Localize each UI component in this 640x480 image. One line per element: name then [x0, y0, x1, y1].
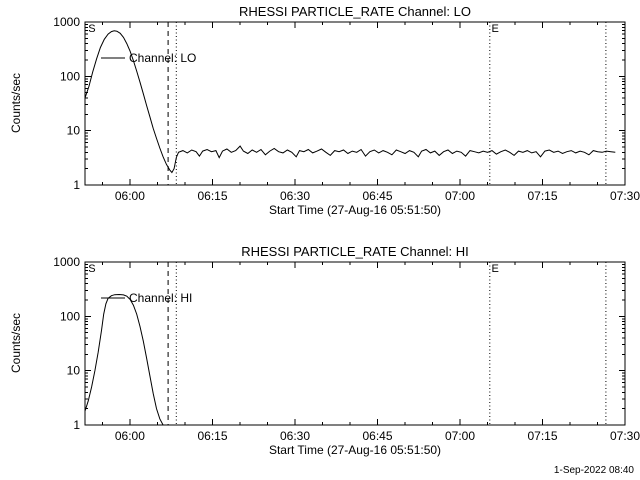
lo-event-letter-e: E	[492, 23, 499, 35]
lo-x-tick-label: 06:30	[280, 189, 310, 203]
hi-x-tick-label: 07:15	[527, 429, 557, 443]
chart-hi-legend-label: Channel: HI	[129, 291, 192, 305]
lo-x-tick-label: 07:00	[445, 189, 475, 203]
chart-lo-xaxis-label: Start Time (27-Aug-16 05:51:50)	[269, 203, 441, 217]
chart-hi-xaxis-label: Start Time (27-Aug-16 05:51:50)	[269, 443, 441, 457]
hi-x-axis-ticks	[101, 262, 626, 425]
hi-x-tick-label: 06:30	[280, 429, 310, 443]
hi-x-tick-label: 06:45	[362, 429, 392, 443]
chart-lo-title: RHESSI PARTICLE_RATE Channel: LO	[239, 4, 471, 19]
hi-x-tick-label: 06:15	[197, 429, 227, 443]
lo-x-tick-label: 06:15	[197, 189, 227, 203]
hi-y-tick-label: 10	[67, 364, 81, 378]
hi-x-tick-label: 07:30	[610, 429, 640, 443]
chart-hi-title: RHESSI PARTICLE_RATE Channel: HI	[241, 244, 469, 259]
lo-y-tick-label: 1	[73, 178, 80, 192]
lo-event-letter-s: S	[88, 23, 95, 35]
hi-x-tick-label: 07:00	[445, 429, 475, 443]
plot-generation-timestamp: 1-Sep-2022 08:40	[553, 465, 634, 476]
lo-x-tick-label: 06:45	[362, 189, 392, 203]
hi-y-tick-label: 100	[60, 309, 80, 323]
chart-lo-legend-label: Channel: LO	[129, 51, 196, 65]
chart-lo-plot-area: 1 10 100 1000 06:00 06:15 06:30 06:45 07:00 07:15…	[53, 15, 640, 203]
hi-axes-frame	[84, 261, 626, 426]
chart-hi-yaxis-label: Counts/sec	[9, 313, 23, 373]
lo-axes-frame	[84, 21, 626, 186]
chart-lo-yaxis-label: Counts/sec	[9, 73, 23, 133]
lo-x-tick-label: 07:15	[527, 189, 557, 203]
lo-y-tick-label: 100	[60, 69, 80, 83]
lo-series-line-0	[84, 30, 616, 174]
lo-x-tick-label: 07:30	[610, 189, 640, 203]
hi-event-letter-e: E	[492, 263, 499, 275]
lo-x-axis-ticks	[101, 22, 626, 185]
lo-y-axis-ticks	[85, 21, 625, 186]
hi-series-line-0	[84, 293, 164, 426]
hi-y-axis-ticks	[85, 261, 625, 426]
hi-y-tick-label: 1000	[53, 255, 80, 269]
lo-y-tick-label: 10	[67, 124, 81, 138]
chart-hi-plot-area: 1 10 100 1000 06:00 06:15 06:30 06:45 07:00 07:15…	[53, 255, 640, 443]
hi-x-tick-label: 06:00	[115, 429, 145, 443]
hi-event-letter-s: S	[88, 263, 95, 275]
hi-y-tick-label: 1	[73, 418, 80, 432]
lo-x-tick-label: 06:00	[115, 189, 145, 203]
lo-y-tick-label: 1000	[53, 15, 80, 29]
